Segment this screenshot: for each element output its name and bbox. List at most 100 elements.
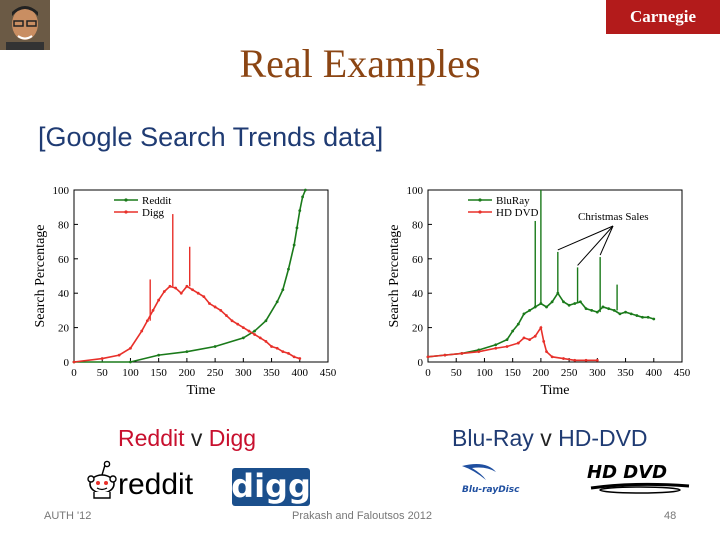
chart1-series-1-point: [174, 286, 178, 290]
chart1-xlabel: Time: [186, 383, 215, 398]
chart1-xtick-label: 150: [150, 367, 167, 379]
chart1-series-1-point: [253, 333, 257, 336]
chart1-series-1-point: [117, 353, 121, 357]
chart1-series-0-point: [292, 243, 296, 247]
chart2-series-0-point: [505, 338, 509, 342]
hddvd-wordmark: HD DVD: [587, 462, 667, 483]
chart2-series-0-point: [550, 300, 554, 304]
chart1-xtick-label: 100: [122, 367, 139, 379]
chart2-series-0-point: [579, 300, 582, 304]
chart1-ytick-label: 40: [58, 288, 70, 300]
chart1-series-0-point: [281, 288, 285, 292]
chart1-series-1-point: [179, 291, 183, 295]
chart2-series-0-point: [522, 312, 526, 316]
chart2-annotation: Christmas Sales: [578, 211, 649, 223]
bluray-logo: Blu-rayDisc: [462, 464, 520, 495]
chart2-series-0-point: [612, 309, 616, 312]
chart2-series-0-point: [618, 312, 622, 316]
chart1-xtick-label: 0: [71, 367, 77, 379]
reddit-digg-caption: Reddit v Digg: [118, 425, 256, 452]
chart1-series-0-point: [264, 319, 268, 323]
chart2-ytick-label: 40: [412, 288, 424, 300]
chart2-legend-label: HD DVD: [496, 207, 539, 219]
chart1-series-1-point: [247, 329, 251, 333]
chart2-series-0-point: [567, 303, 571, 307]
chart1-series-0-point: [213, 345, 217, 348]
chart1-series-0-point: [157, 353, 161, 357]
chart2-series-1-point: [443, 353, 447, 357]
chart2-series-1-point: [573, 358, 577, 362]
chart1-xtick-label: 300: [235, 367, 252, 379]
page-number: 48: [664, 510, 677, 522]
chart1-xtick-label: 450: [320, 367, 337, 379]
caption-bluray: Blu-Ray: [452, 425, 534, 451]
chart1-ytick-label: 100: [53, 185, 70, 197]
chart2-xtick-label: 300: [589, 367, 606, 379]
chart2-series-0-point: [595, 310, 599, 314]
footer-authors: Prakash and Faloutsos 2012: [292, 510, 433, 522]
chart2-series-0-point: [573, 302, 577, 305]
chart1-series-1-point: [151, 309, 155, 312]
chart2-ylabel: Search Percentage: [387, 225, 402, 328]
chart2-series-1-point: [584, 358, 588, 362]
chart1-series-0-point: [287, 267, 290, 271]
slide-title: Real Examples: [239, 41, 481, 86]
chart2-series-0-point: [545, 305, 548, 309]
caption-reddit: Reddit: [118, 425, 185, 451]
chart1-series-1-point: [213, 305, 217, 309]
chart1-series-1-point: [168, 284, 172, 288]
bluray-hddvd-chart: 0 50 100 150 200 250 300 350 400 450 0 20 40 60 80 100 T…: [387, 185, 691, 398]
chart2-series-0-point: [607, 307, 611, 311]
chart1-series-1-point: [191, 288, 194, 292]
chart1-ytick-label: 80: [58, 219, 70, 231]
bluray-wordmark: Blu-rayDisc: [462, 485, 520, 495]
chart2-series-1-point: [533, 334, 537, 338]
chart2-series-0-point: [601, 305, 605, 309]
chart1-series-1-point: [264, 339, 268, 343]
chart1-legend-label: Reddit: [142, 195, 171, 207]
chart2-xtick-label: 0: [425, 367, 431, 379]
avatar-photo: [0, 0, 50, 50]
chart1-series-0-point: [304, 188, 307, 192]
chart2-legend-label: BluRay: [496, 195, 530, 207]
chart1-series-1-point: [162, 290, 166, 293]
reddit-logo: reddit: [87, 460, 194, 500]
chart2-series-0-point: [641, 315, 644, 319]
chart2-series-1-point: [545, 350, 548, 354]
chart2-series-1-point: [494, 346, 498, 350]
chart1-series-0-point: [295, 226, 299, 230]
digg-wordmark: digg: [232, 467, 311, 505]
chart2-series-1-point: [477, 350, 481, 354]
chart2-legend-marker: [478, 210, 482, 214]
chart2-series-1-point: [426, 355, 430, 359]
chart1-series-1-point: [281, 350, 285, 354]
chart1-series-0-point: [185, 350, 189, 354]
chart1-xtick-label: 50: [97, 367, 109, 379]
chart1-ytick-label: 20: [58, 323, 70, 335]
chart1-series-1-point: [298, 357, 302, 360]
chart1-series-1-point: [100, 357, 104, 360]
chart2-series-1-point: [550, 355, 554, 359]
chart2-series-0-point: [562, 300, 565, 304]
chart1-series-0-point: [253, 329, 257, 333]
chart2-xtick-label: 450: [674, 367, 691, 379]
chart2-annotation-arrow: [599, 225, 614, 256]
chart2-xtick-label: 150: [504, 367, 521, 379]
chart1-series-1-point: [230, 319, 234, 323]
chart2-xtick-label: 350: [617, 367, 634, 379]
chart1-series-1-point: [157, 298, 161, 302]
chart1-frame: [73, 189, 329, 363]
chart1-series-1-point: [208, 302, 211, 305]
chart1-series-0-line: [74, 189, 307, 363]
chart2-ytick-label: 80: [412, 219, 424, 231]
chart2-series-1-line: [427, 325, 598, 362]
slide-subtitle: [Google Search Trends data]: [38, 122, 384, 152]
chart1-series-1-point: [241, 326, 245, 329]
chart2-series-0-point: [629, 312, 633, 316]
chart2-series-0-point: [584, 307, 588, 311]
chart1-series-1-point: [275, 346, 279, 350]
avatar: [0, 0, 50, 50]
bluray-disc-icon: [462, 464, 496, 480]
chart1-xtick-label: 200: [179, 367, 196, 379]
chart1-series-1-point: [185, 284, 189, 288]
